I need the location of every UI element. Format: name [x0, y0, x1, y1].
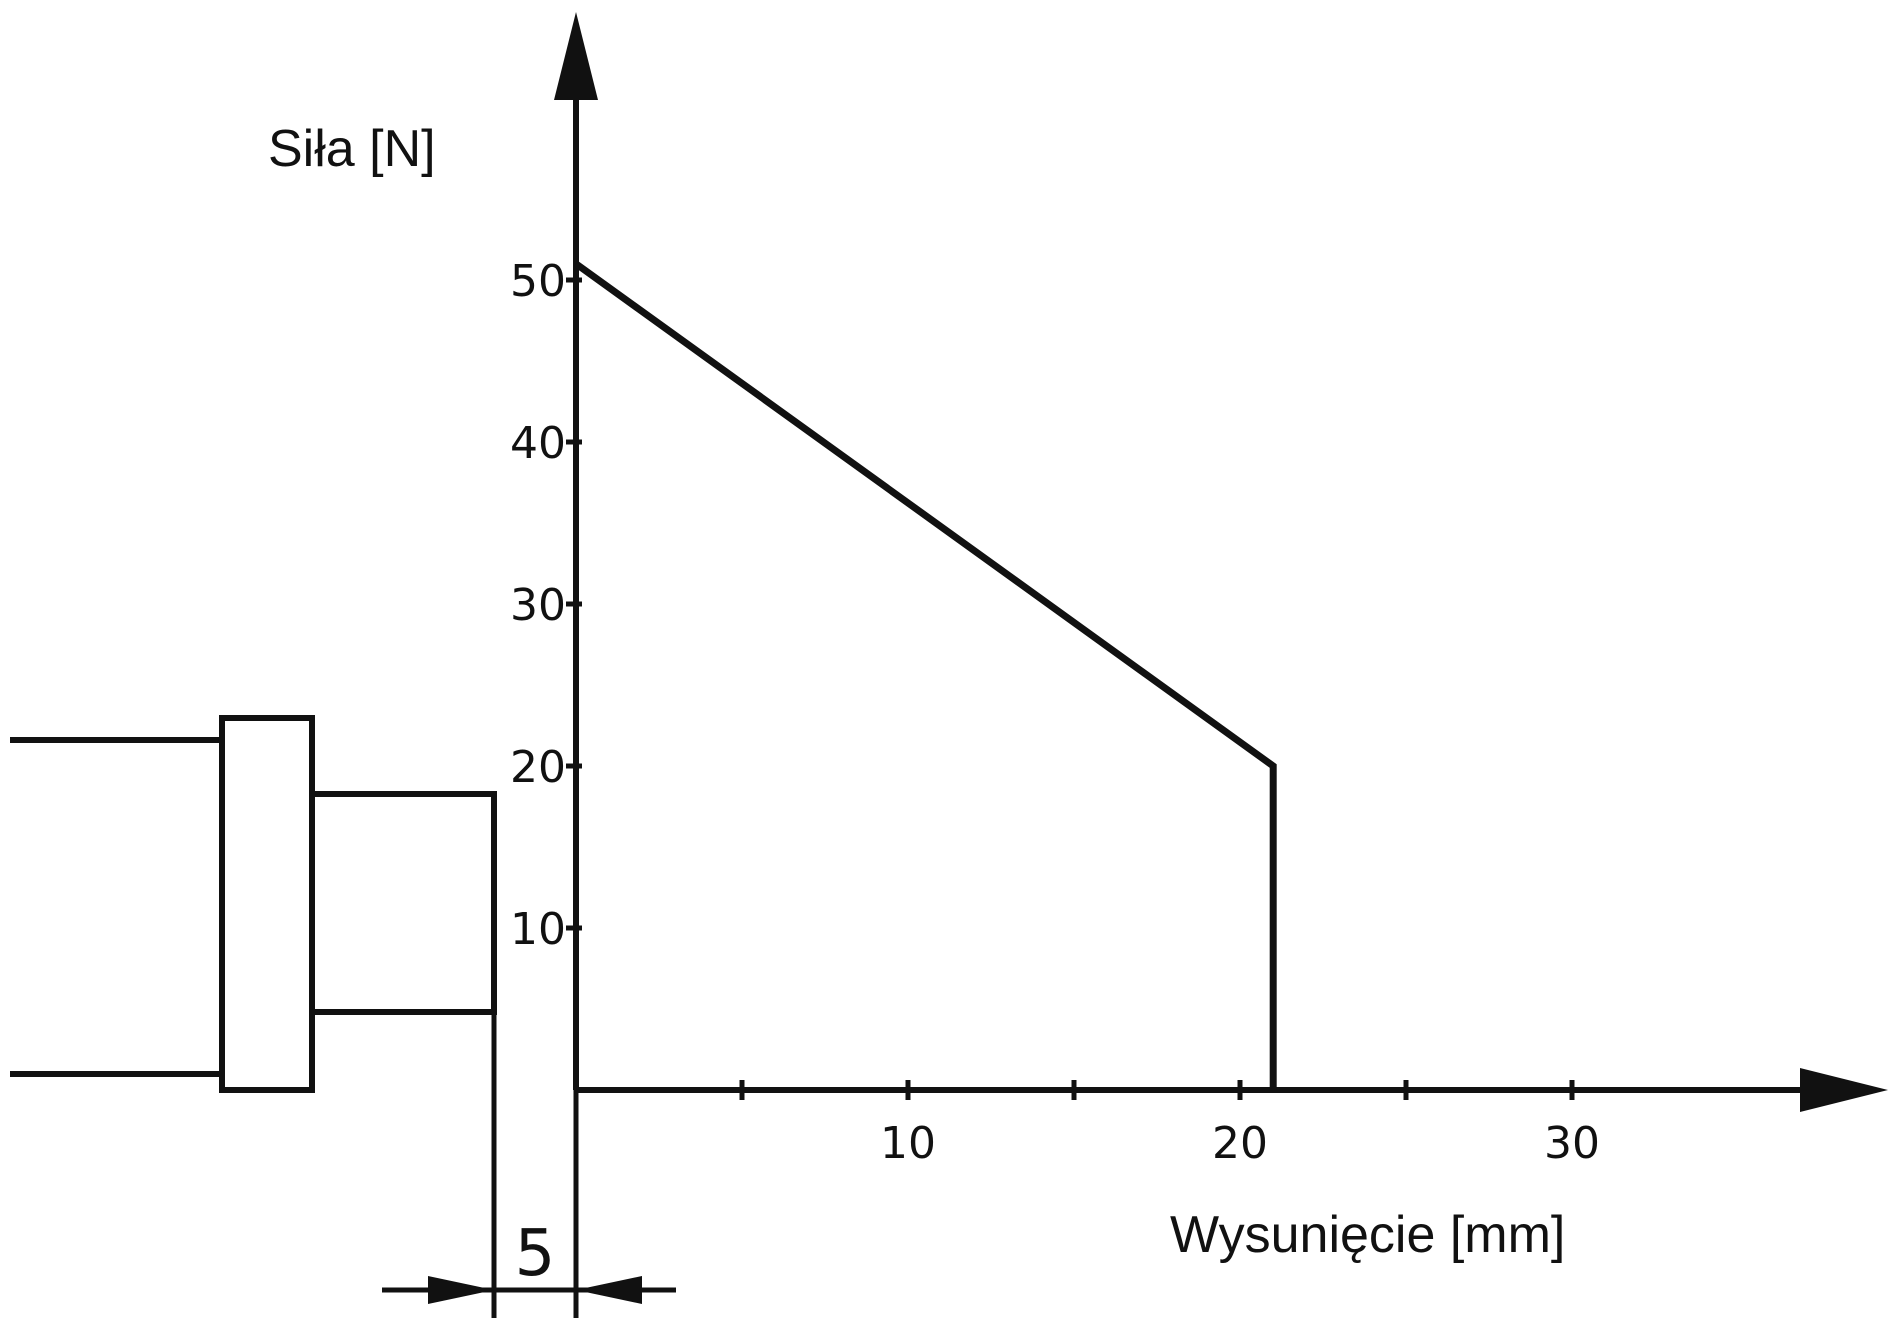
x-axis-ticks: 10 20 30: [739, 1080, 1600, 1169]
x-tick-label: 10: [880, 1118, 936, 1169]
y-tick-label: 30: [510, 580, 566, 631]
y-axis-title: Siła [N]: [268, 120, 436, 178]
y-axis-ticks: 10 20 30 40 50: [510, 256, 582, 955]
axes: [554, 12, 1888, 1112]
offset-dimension: 5: [382, 1012, 676, 1318]
actuator-drawing: [10, 715, 497, 1093]
force-curve: [573, 260, 1277, 1090]
actuator-flange: [219, 715, 315, 1093]
x-tick-label: 30: [1544, 1118, 1600, 1169]
dimension-arrow-right-icon: [576, 1276, 642, 1304]
dimension-arrow-left-icon: [428, 1276, 494, 1304]
x-tick-label: 20: [1212, 1118, 1268, 1169]
y-tick-label: 10: [510, 904, 566, 955]
x-axis-arrow-icon: [1800, 1068, 1888, 1112]
y-tick-label: 20: [510, 742, 566, 793]
y-tick-label: 40: [510, 418, 566, 469]
dimension-label: 5: [515, 1217, 556, 1291]
x-axis-title: Wysunięcie [mm]: [1170, 1206, 1565, 1264]
actuator-piston-rod: [309, 791, 497, 1015]
y-tick-label: 50: [510, 256, 566, 307]
y-axis-arrow-icon: [554, 12, 598, 100]
